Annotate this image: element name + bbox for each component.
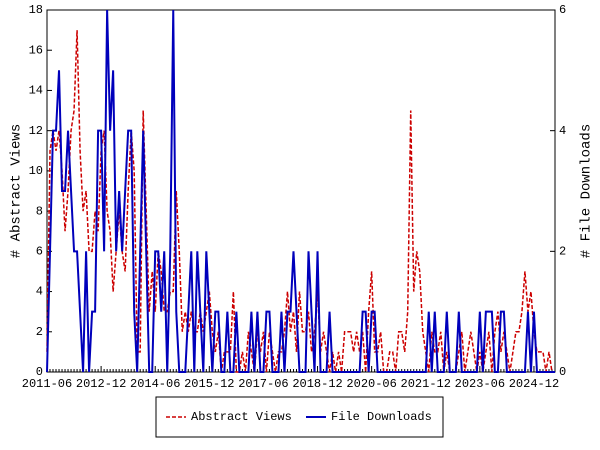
y2-tick-label: 2: [559, 245, 566, 259]
x-tick-label: 2011-06: [22, 377, 72, 391]
x-tick-label: 2023-06: [455, 377, 505, 391]
y-tick-label: 0: [36, 365, 43, 379]
y-tick-label: 2: [36, 325, 43, 339]
y-tick-label: 16: [29, 43, 43, 57]
y-tick-label: 12: [29, 124, 43, 138]
legend-label: File Downloads: [331, 410, 432, 424]
y-tick-label: 8: [36, 204, 43, 218]
y-tick-label: 18: [29, 3, 43, 17]
x-tick-label: 2021-12: [401, 377, 451, 391]
legend: [155, 396, 444, 438]
x-tick-label: 2014-06: [130, 377, 180, 391]
y-tick-label: 10: [29, 164, 43, 178]
y2-tick-label: 0: [559, 365, 566, 379]
x-tick-label: 2020-06: [346, 377, 396, 391]
y-tick-label: 6: [36, 245, 43, 259]
y-tick-label: 14: [29, 84, 43, 98]
y2-tick-label: 4: [559, 124, 566, 138]
y-axis-label: # Abstract Views: [9, 124, 25, 258]
x-tick-label: 2012-12: [76, 377, 126, 391]
legend-label: Abstract Views: [191, 410, 292, 424]
series-line: [46, 9, 555, 373]
y2-tick-label: 6: [559, 3, 566, 17]
x-tick-label: 2018-12: [292, 377, 342, 391]
y-tick-label: 4: [36, 285, 43, 299]
y2-axis-label: # File Downloads: [579, 124, 595, 258]
x-tick-label: 2015-12: [184, 377, 234, 391]
x-tick-label: 2017-06: [238, 377, 288, 391]
x-tick-label: 2024-12: [509, 377, 559, 391]
